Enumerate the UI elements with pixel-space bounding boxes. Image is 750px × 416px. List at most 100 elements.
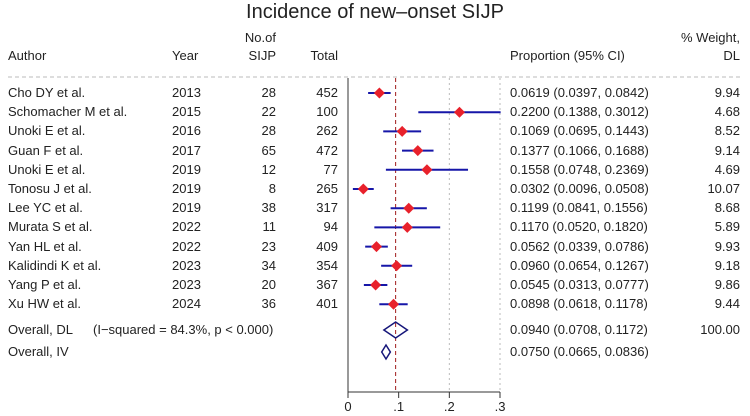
- study-author: Tonosu J et al.: [8, 181, 92, 196]
- study-ci: 0.1377 (0.1066, 0.1688): [510, 142, 649, 158]
- header-year: Year: [172, 48, 199, 63]
- chart-title: Incidence of new–onset SIJP: [246, 1, 504, 23]
- study-sijp: 23: [261, 238, 276, 254]
- study-author: Cho DY et al.: [8, 85, 86, 100]
- point-estimate: [373, 87, 385, 99]
- study-year: 2015: [172, 104, 201, 120]
- study-year: 2019: [172, 161, 201, 177]
- study-weight: 9.86: [714, 277, 740, 292]
- study-weight: 9.14: [714, 142, 740, 158]
- study-total: 265: [316, 181, 338, 196]
- study-ci: 0.1069 (0.0695, 0.1443): [510, 123, 649, 139]
- study-year: 2019: [172, 200, 201, 216]
- study-ci: 0.0302 (0.0096, 0.0508): [510, 181, 649, 196]
- point-estimate: [387, 298, 399, 310]
- overall-heterogeneity-note: (I−squared = 84.3%, p < 0.000): [93, 322, 274, 337]
- point-estimate: [403, 202, 415, 214]
- study-ci: 0.1558 (0.0748, 0.2369): [510, 161, 649, 177]
- study-sijp: 20: [261, 277, 276, 292]
- header-proportion-ci: Proportion (95% CI): [510, 48, 625, 63]
- study-year: 2022: [172, 238, 201, 254]
- overall-weight: 100.00: [700, 322, 740, 337]
- overall-ci: 0.0940 (0.0708, 0.1172): [510, 322, 648, 337]
- study-total: 401: [316, 296, 338, 312]
- point-estimate: [391, 260, 403, 272]
- study-total: 94: [323, 219, 338, 235]
- study-ci: 0.0960 (0.0654, 0.1267): [510, 257, 649, 273]
- study-weight: 8.52: [714, 123, 740, 139]
- study-sijp: 28: [261, 123, 276, 139]
- study-sijp: 11: [262, 219, 277, 235]
- study-author: Yan HL et al.: [8, 238, 82, 254]
- header-total: Total: [310, 48, 338, 63]
- study-total: 452: [316, 85, 338, 100]
- header-weight-line1: % Weight,: [680, 30, 740, 45]
- study-ci: 0.0898 (0.0618, 0.1178): [510, 296, 648, 312]
- study-year: 2024: [172, 296, 201, 312]
- study-sijp: 28: [261, 85, 276, 100]
- study-author: Kalidindi K et al.: [8, 257, 102, 273]
- point-estimate: [421, 164, 433, 176]
- study-weight: 9.93: [714, 238, 740, 254]
- study-sijp: 65: [261, 142, 276, 158]
- point-estimate: [401, 221, 413, 233]
- study-total: 409: [316, 238, 338, 254]
- study-ci: 0.2200 (0.1388, 0.3012): [510, 104, 649, 120]
- study-weight: 8.68: [714, 200, 740, 216]
- study-ci: 0.0619 (0.0397, 0.0842): [510, 85, 649, 100]
- study-author: Guan F et al.: [8, 142, 84, 158]
- point-estimate: [453, 106, 465, 118]
- study-weight: 5.89: [714, 219, 740, 235]
- point-estimate: [396, 125, 408, 137]
- study-total: 262: [316, 123, 338, 139]
- study-weight: 9.94: [714, 85, 740, 100]
- point-estimate: [412, 145, 424, 157]
- header-weight-line2: DL: [723, 48, 740, 63]
- study-weight: 9.44: [714, 296, 740, 312]
- header-sijp-line1: No.of: [244, 30, 276, 45]
- x-tick-label: .3: [494, 399, 506, 414]
- study-total: 354: [316, 257, 338, 273]
- study-sijp: 38: [261, 200, 276, 216]
- study-weight: 4.69: [714, 161, 740, 177]
- x-tick-label: .1: [393, 399, 405, 414]
- study-year: 2013: [172, 85, 201, 100]
- x-tick-label: .2: [443, 399, 455, 414]
- overall-label: Overall, IV: [8, 344, 69, 359]
- study-year: 2019: [172, 181, 201, 196]
- study-ci: 0.1199 (0.0841, 0.1556): [510, 200, 648, 216]
- study-weight: 4.68: [714, 104, 740, 120]
- study-year: 2022: [172, 219, 201, 235]
- study-year: 2023: [172, 257, 201, 273]
- study-ci: 0.1170 (0.0520, 0.1820): [510, 219, 648, 235]
- study-sijp: 36: [261, 296, 276, 312]
- study-author: Unoki E et al.: [8, 161, 86, 177]
- overall-diamond: [380, 343, 392, 361]
- study-ci: 0.0545 (0.0313, 0.0777): [510, 277, 649, 292]
- study-sijp: 12: [261, 161, 276, 177]
- overall-ci: 0.0750 (0.0665, 0.0836): [510, 344, 649, 359]
- study-sijp: 22: [261, 104, 276, 120]
- study-author: Murata S et al.: [8, 219, 93, 235]
- study-total: 367: [316, 277, 338, 292]
- study-author: Schomacher M et al.: [8, 104, 128, 120]
- study-author: Xu HW et al.: [8, 296, 81, 312]
- study-total: 77: [323, 161, 338, 177]
- study-total: 100: [316, 104, 338, 120]
- study-sijp: 8: [268, 181, 276, 196]
- study-ci: 0.0562 (0.0339, 0.0786): [510, 238, 649, 254]
- study-author: Yang P et al.: [8, 277, 82, 292]
- study-total: 317: [316, 200, 338, 216]
- point-estimate: [370, 241, 382, 253]
- overall-label: Overall, DL: [8, 322, 74, 337]
- point-estimate: [370, 279, 382, 291]
- study-weight: 9.18: [714, 257, 740, 273]
- study-sijp: 34: [261, 257, 276, 273]
- study-year: 2023: [172, 277, 201, 292]
- study-author: Unoki E et al.: [8, 123, 86, 139]
- x-tick-label: 0: [344, 399, 352, 414]
- study-author: Lee YC et al.: [8, 200, 83, 216]
- point-estimate: [357, 183, 369, 195]
- header-sijp-line2: SIJP: [248, 48, 276, 63]
